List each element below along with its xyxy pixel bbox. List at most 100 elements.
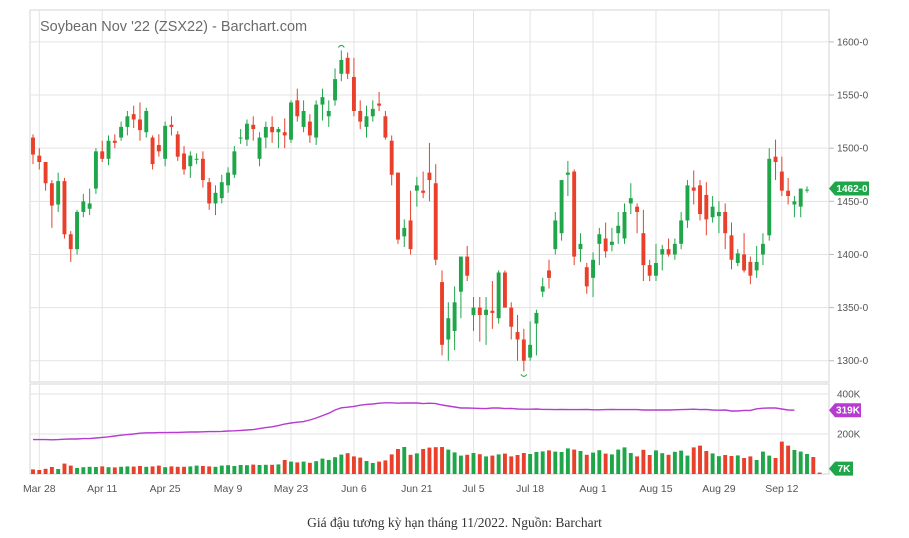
volume-bar <box>521 453 526 474</box>
volume-bar <box>805 454 809 474</box>
candle <box>553 211 558 255</box>
candle-body <box>207 182 212 204</box>
volume-bar <box>729 456 734 474</box>
volume-bar <box>226 465 231 474</box>
candle-body <box>792 201 797 205</box>
volume-bar <box>704 451 709 474</box>
x-tick-label: May 9 <box>214 483 243 495</box>
candle-body <box>408 220 413 250</box>
volume-bar <box>219 465 224 474</box>
candle-body <box>125 116 130 127</box>
candle <box>263 121 268 149</box>
volume-bar <box>245 465 249 474</box>
volume-bar <box>213 466 218 474</box>
candle-body <box>100 151 105 159</box>
candle-body <box>421 190 426 193</box>
candle <box>723 203 728 250</box>
price-panel-frame <box>29 9 830 383</box>
candle <box>68 231 73 262</box>
candle <box>735 249 740 267</box>
candle-body <box>119 126 124 138</box>
candle-body <box>226 172 231 186</box>
volume-bar <box>282 460 287 474</box>
candle-body <box>81 201 86 212</box>
volume-bar <box>685 455 690 474</box>
candle <box>238 129 243 144</box>
candle <box>282 118 287 149</box>
candle <box>603 222 608 258</box>
candle <box>370 100 375 122</box>
candle <box>698 180 702 221</box>
candle-body <box>169 124 174 127</box>
volume-bar <box>351 456 356 474</box>
y-tick-label: 1500-0 <box>837 144 869 155</box>
candle <box>666 238 671 257</box>
volume-bar <box>358 457 363 474</box>
candle <box>622 203 627 244</box>
candle-body <box>679 220 684 244</box>
candle <box>559 180 564 241</box>
volume-bar <box>314 461 319 474</box>
volume-bar <box>345 453 350 474</box>
volume-bar <box>553 451 558 474</box>
candle-body <box>232 151 237 175</box>
volume-bar <box>188 466 193 474</box>
volume-bar <box>144 466 149 474</box>
x-tick-label: Apr 11 <box>87 483 117 495</box>
candle <box>490 281 495 329</box>
candle <box>131 105 136 128</box>
volume-bar <box>56 469 61 474</box>
candle <box>219 174 224 204</box>
candle-body <box>672 243 677 255</box>
candle-body <box>182 153 186 170</box>
open-interest-line <box>33 402 795 441</box>
candle <box>194 153 199 165</box>
open-interest-badge <box>829 403 861 418</box>
candle-body <box>710 206 715 218</box>
candle-body <box>163 125 168 159</box>
volume-bar <box>509 456 514 474</box>
candle-body <box>477 307 482 316</box>
candle-body <box>112 140 117 143</box>
candle-body <box>75 211 79 250</box>
candle <box>761 233 765 266</box>
volume-bar <box>779 441 784 474</box>
candle <box>81 193 86 218</box>
candle-body <box>339 59 344 74</box>
x-tick-label: Apr 25 <box>150 483 181 495</box>
candle-body <box>458 256 463 292</box>
candle <box>572 169 577 266</box>
candle-body <box>37 155 42 162</box>
candle-body <box>31 137 35 155</box>
volume-bar <box>666 454 671 474</box>
candle-body <box>433 183 438 260</box>
candle <box>289 100 293 143</box>
candle <box>647 259 652 282</box>
volume-bar <box>414 453 419 474</box>
volume-bar <box>270 464 275 474</box>
high-marker <box>337 44 345 48</box>
volume-bar <box>31 469 35 474</box>
candle-body <box>528 344 533 358</box>
x-tick-label: Sep 12 <box>765 483 798 495</box>
price-chart[interactable]: Mar 28 Apr 11 Apr 25 May 9 May 23 Jun 6 Jun 21… <box>0 0 909 500</box>
candle <box>628 183 633 215</box>
candle <box>503 270 507 308</box>
volume-bar <box>49 467 54 474</box>
y-tick-label: 1450-0 <box>837 197 869 208</box>
candle <box>307 114 312 143</box>
x-tick-label: Jun 6 <box>341 483 367 495</box>
candle <box>578 233 583 262</box>
candle-body <box>396 172 400 240</box>
volume-bar <box>125 466 130 474</box>
candle-body <box>490 310 495 313</box>
volume-bar <box>440 447 444 474</box>
volume-bar <box>565 448 570 474</box>
candle <box>408 190 413 255</box>
candle-body <box>597 234 602 244</box>
volume-bar <box>93 467 98 474</box>
volume-bar <box>150 466 155 474</box>
volume-bar <box>584 454 589 474</box>
candle-body <box>188 155 193 167</box>
volume-bar <box>232 466 237 474</box>
